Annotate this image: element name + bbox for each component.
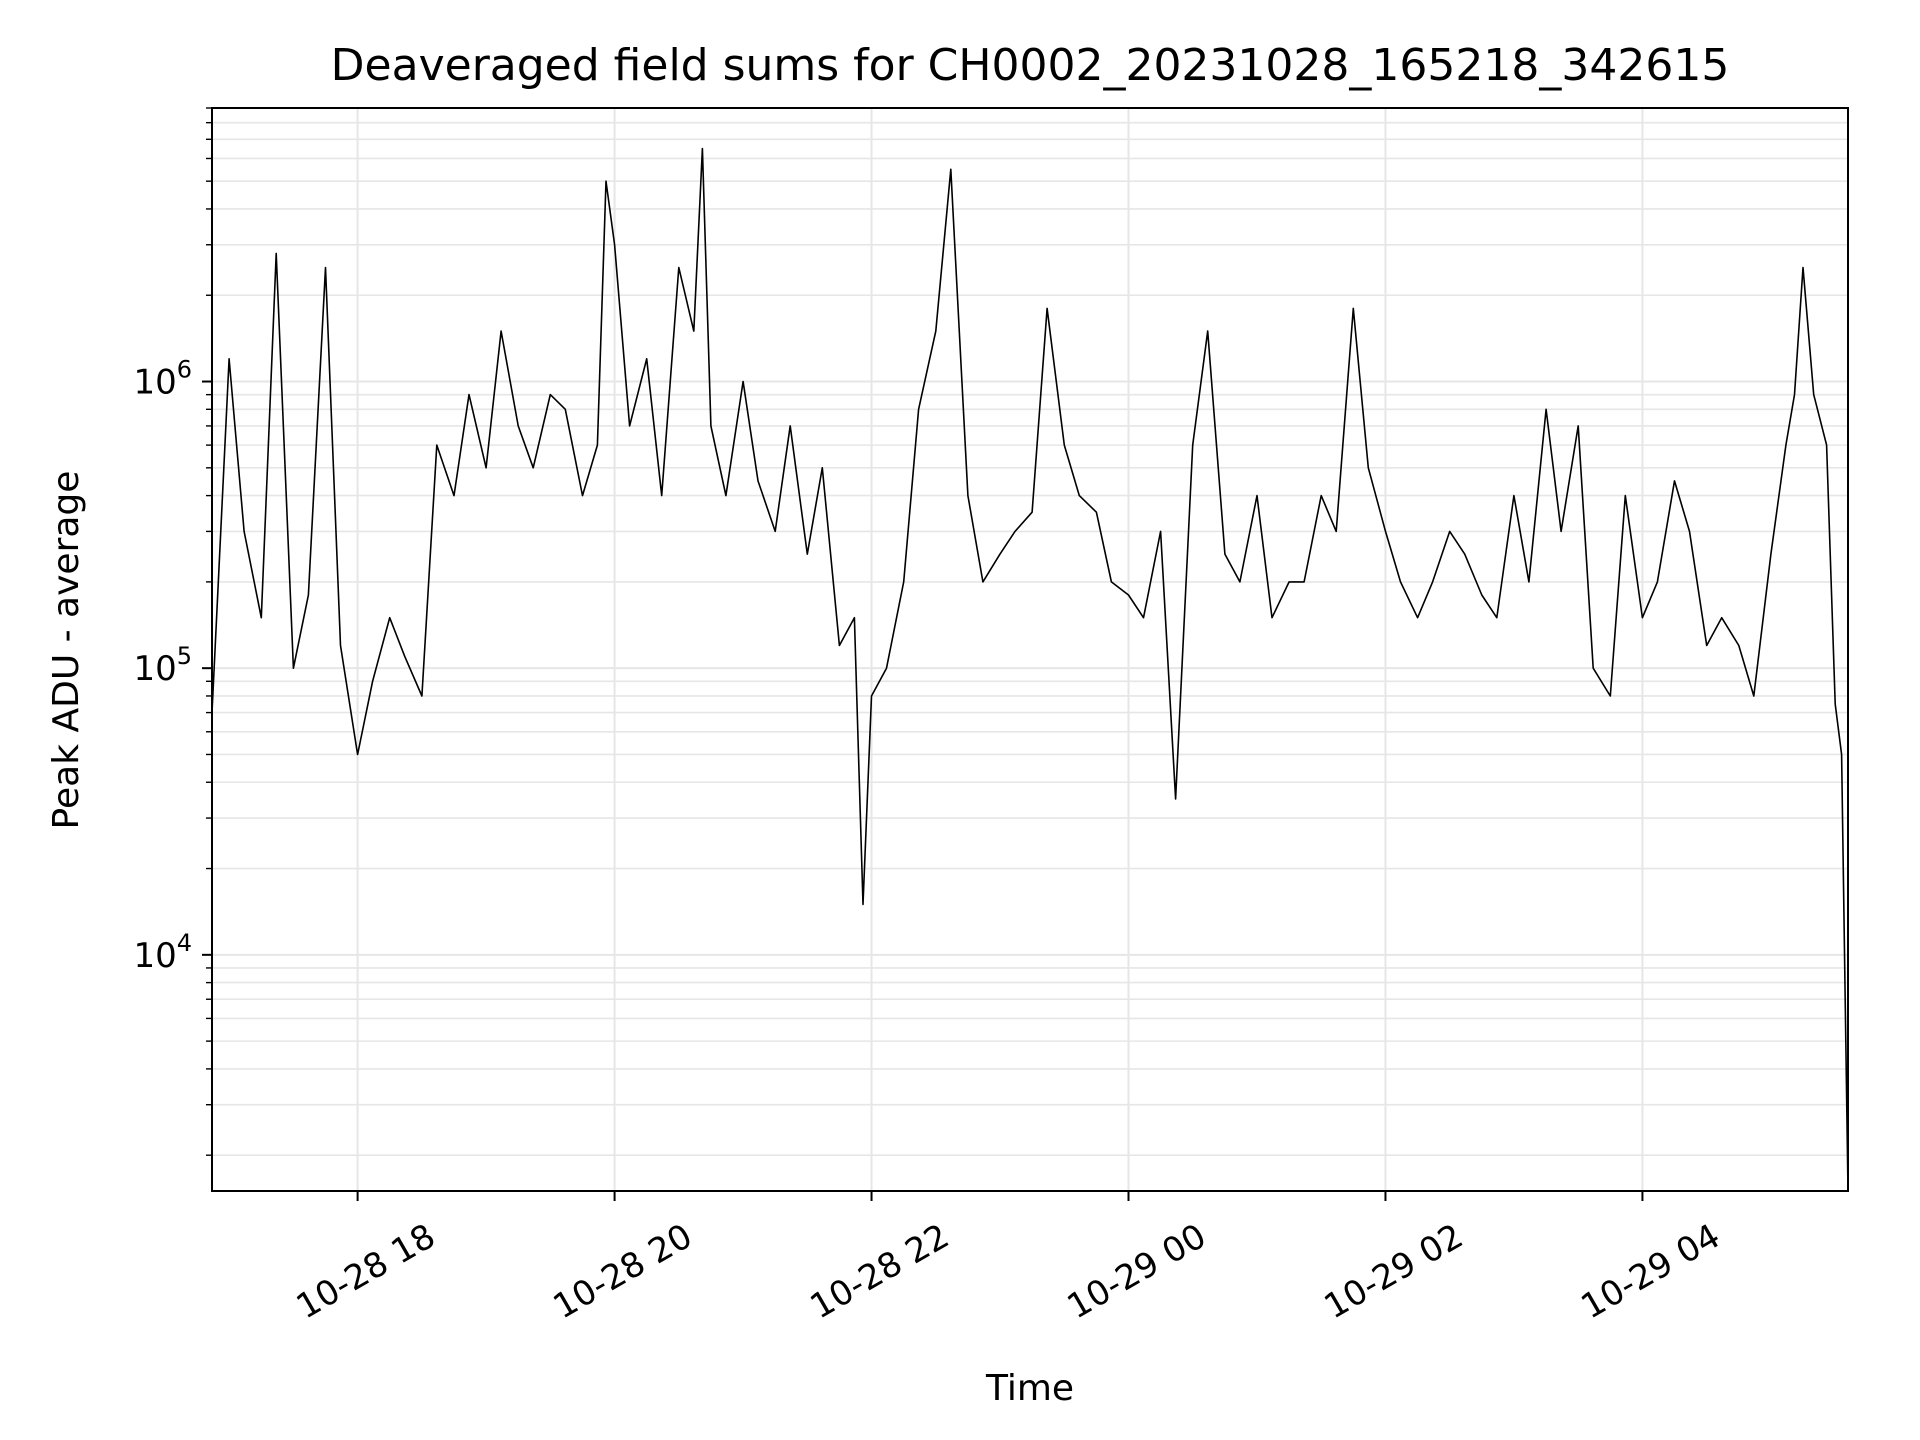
x-axis-label: Time <box>985 1368 1074 1409</box>
data-series <box>211 147 1849 1192</box>
y-axis-label: Peak ADU - average <box>46 471 87 830</box>
y-tick-label: 105 <box>133 642 192 689</box>
plot-frame <box>211 107 1849 1192</box>
series-line <box>211 147 1849 1192</box>
y-tick-label: 104 <box>133 929 192 976</box>
y-tick-label: 106 <box>133 356 192 403</box>
y-axis: 104 105 106 <box>133 107 212 1156</box>
chart-title: Deaveraged field sums for CH0002_2023102… <box>331 40 1730 91</box>
